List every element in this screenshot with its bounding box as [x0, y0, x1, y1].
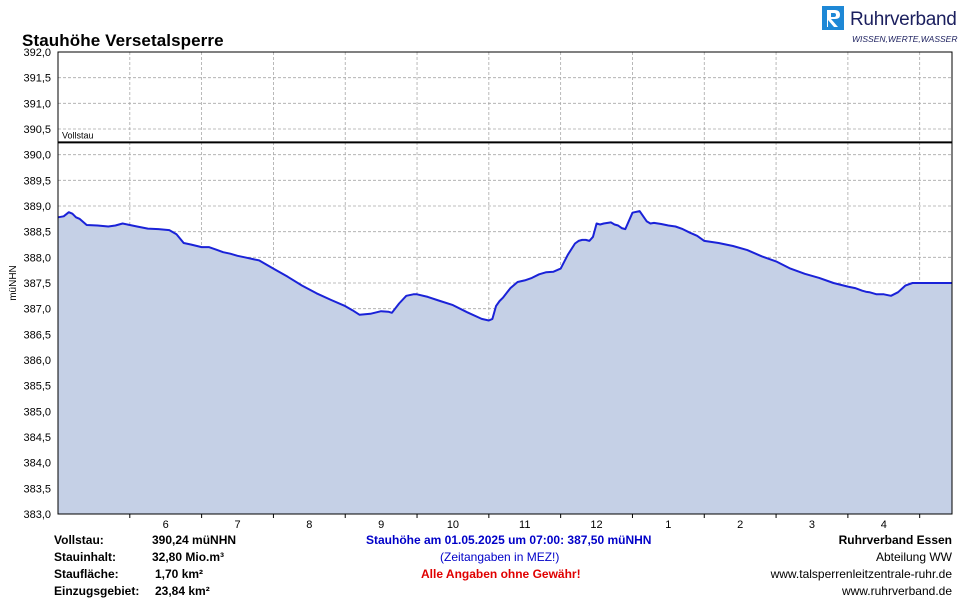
footer-org: Ruhrverband Essen	[838, 533, 952, 547]
footer-einzugsgebiet-value: 23,84 km²	[155, 584, 210, 598]
footer-stauinhalt-value: 32,80 Mio.m³	[152, 550, 225, 564]
timezone-note: (Zeitangaben in MEZ!)	[440, 550, 560, 564]
page-title: Stauhöhe Versetalsperre	[22, 31, 224, 50]
ruhrverband-logo-icon	[822, 6, 844, 30]
y-tick-label: 384,0	[23, 458, 51, 470]
y-tick-label: 389,0	[23, 201, 51, 213]
disclaimer-warning: Alle Angaben ohne Gewähr!	[421, 567, 581, 581]
vollstau-label: Vollstau	[62, 130, 94, 140]
footer-vollstau-value: 390,24 müNHN	[152, 533, 237, 547]
x-tick-label: 8	[306, 519, 312, 530]
ruhrverband-logo: Ruhrverband WISSEN,WERTE,WASSER	[822, 6, 962, 46]
x-tick-label: 12	[590, 519, 602, 530]
y-tick-label: 387,0	[23, 304, 51, 316]
y-tick-label: 385,5	[23, 381, 51, 393]
x-tick-label: 2	[737, 519, 743, 530]
y-axis-label: müNHN	[8, 265, 19, 301]
current-level-text: Stauhöhe am 01.05.2025 um 07:00: 387,50 …	[366, 533, 652, 547]
footer-stauinhalt-label: Stauinhalt:	[54, 550, 116, 564]
footer-vollstau-label: Vollstau:	[54, 533, 104, 547]
x-tick-label: 1	[665, 519, 671, 530]
water-level-chart: Vollstau 383,0383,5384,0384,5385,0385,53…	[8, 47, 953, 530]
y-tick-label: 385,0	[23, 406, 51, 418]
y-tick-label: 386,0	[23, 355, 51, 367]
x-tick-label: 3	[809, 519, 815, 530]
y-tick-label: 384,5	[23, 432, 51, 444]
footer-link-ruhrverband[interactable]: www.ruhrverband.de	[841, 584, 952, 598]
y-axis-ticks: 383,0 383,5 384,0 384,5 385,0 385,5 386,0 386,5…	[23, 47, 51, 521]
logo-tagline: WISSEN,WERTE,WASSER	[852, 34, 958, 44]
footer-stauflaeche-value: 1,70 km²	[155, 567, 204, 581]
x-tick-label: 10	[447, 519, 459, 530]
y-tick-label: 390,0	[23, 150, 51, 162]
y-tick-label: 390,5	[23, 124, 51, 136]
x-tick-label: 7	[234, 519, 240, 530]
footer-stauflaeche-label: Staufläche:	[54, 567, 119, 581]
plot-frame	[57, 51, 953, 515]
y-tick-label: 383,0	[23, 509, 51, 521]
y-tick-label: 383,5	[23, 483, 51, 495]
y-tick-label: 386,5	[23, 329, 51, 341]
footer-link-talsperrenleitzentrale[interactable]: www.talsperrenleitzentrale-ruhr.de	[770, 567, 952, 581]
footer-department: Abteilung WW	[875, 550, 952, 564]
x-tick-label: 4	[881, 519, 887, 530]
y-tick-label: 387,5	[23, 278, 51, 290]
logo-wordmark: Ruhrverband	[850, 9, 957, 30]
y-tick-label: 391,5	[23, 73, 51, 85]
y-tick-label: 388,0	[23, 252, 51, 264]
x-tick-label: 9	[378, 519, 384, 530]
y-tick-label: 391,0	[23, 98, 51, 110]
x-axis-ticks: 6 7 8 9 10 11 12 1 2 3 4	[129, 514, 921, 530]
y-tick-label: 389,5	[23, 175, 51, 187]
water-level-line	[57, 210, 952, 322]
x-tick-label: 11	[519, 519, 530, 530]
footer-einzugsgebiet-label: Einzugsgebiet:	[54, 584, 140, 598]
y-tick-label: 388,5	[23, 227, 51, 239]
y-tick-label: 392,0	[23, 47, 51, 59]
x-tick-label: 6	[163, 519, 169, 530]
water-level-area	[58, 211, 952, 514]
